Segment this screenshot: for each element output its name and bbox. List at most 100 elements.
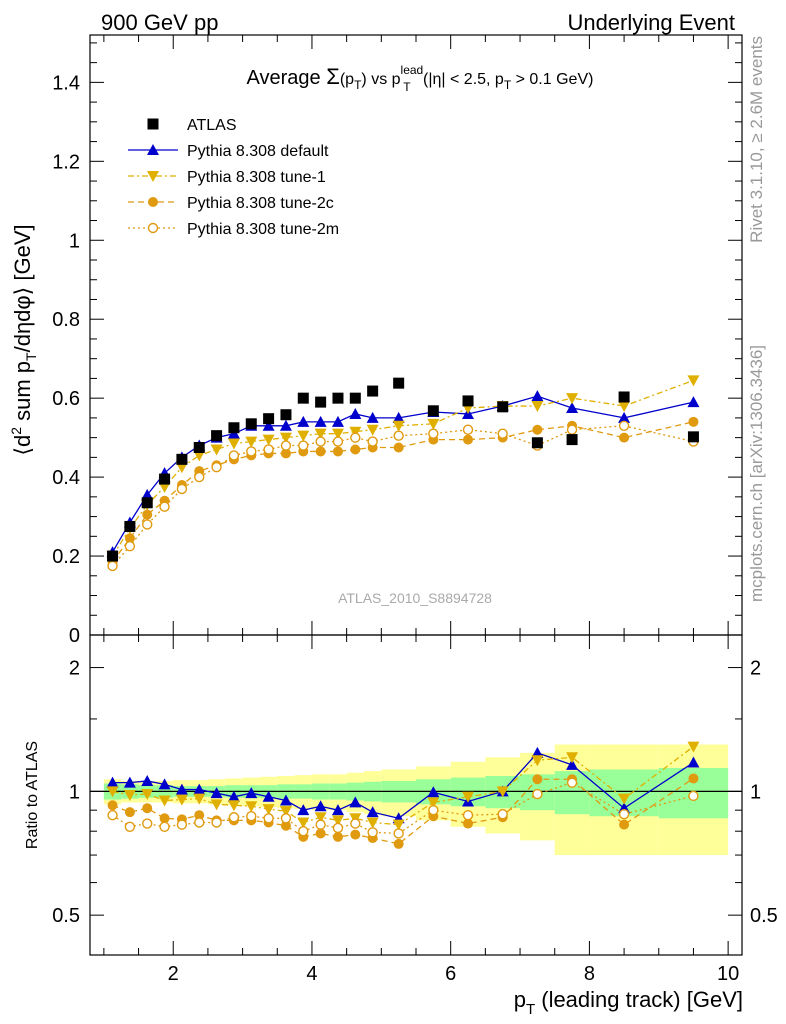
title-sigma: Σ xyxy=(326,64,340,89)
data-point xyxy=(297,392,309,404)
data-point xyxy=(531,437,543,449)
ratio-point xyxy=(566,752,579,764)
ylabel-sup: 2 xyxy=(8,427,24,435)
data-point xyxy=(366,424,379,436)
data-point xyxy=(462,395,474,407)
data-point xyxy=(193,442,205,453)
title-paren-sub: T xyxy=(354,78,362,92)
ratio-point xyxy=(315,828,326,839)
main-series xyxy=(106,375,700,572)
ratio-series-pythia-8-308-tune-2m xyxy=(107,777,699,839)
legend-label: ATLAS xyxy=(187,117,237,134)
main-ytick-label: 0.6 xyxy=(52,388,80,410)
data-point xyxy=(566,393,579,405)
ratio-point xyxy=(246,811,257,822)
data-point xyxy=(427,405,439,417)
data-point xyxy=(366,411,379,423)
data-point xyxy=(531,401,544,413)
data-point xyxy=(228,450,240,461)
data-point xyxy=(497,401,509,413)
data-point xyxy=(618,411,631,423)
data-point xyxy=(141,497,153,509)
data-point xyxy=(297,415,310,427)
data-point xyxy=(262,419,275,431)
ratio-point xyxy=(123,789,136,801)
data-point xyxy=(280,409,292,421)
ratio-point xyxy=(428,804,439,816)
ratio-point xyxy=(107,800,118,811)
data-point xyxy=(159,473,171,485)
data-point xyxy=(393,430,404,441)
data-point xyxy=(331,415,344,427)
data-point xyxy=(210,444,223,456)
data-point xyxy=(142,519,153,530)
ylabel-part-c: /dηdφ⟩ [GeV] xyxy=(10,224,35,352)
ratio-ytick-labels: 0.5 0.5 1 1 2 2 xyxy=(52,658,778,928)
ratio-point xyxy=(193,793,206,805)
main-ytick-label: 1.2 xyxy=(52,151,80,173)
ratio-point xyxy=(245,801,258,813)
data-point xyxy=(350,444,361,455)
data-point xyxy=(332,446,343,457)
legend-marker xyxy=(147,144,159,155)
ratio-point xyxy=(176,819,188,830)
ratio-point xyxy=(392,819,405,831)
ratio-point xyxy=(141,774,154,786)
data-point xyxy=(142,509,153,520)
xtick-label: 2 xyxy=(168,963,179,985)
data-point xyxy=(349,392,361,404)
ratio-point xyxy=(531,755,544,767)
data-point xyxy=(227,438,240,450)
ratio-point xyxy=(263,813,274,824)
legend-label: Pythia 8.308 tune-2c xyxy=(187,195,334,212)
data-point xyxy=(619,432,630,443)
ratio-point xyxy=(315,819,326,830)
ratio-point xyxy=(367,827,378,838)
data-point xyxy=(687,431,699,443)
data-point xyxy=(176,483,188,495)
ratio-point xyxy=(566,777,578,788)
main-ytick-labels: 0 0.2 0.4 0.6 0.8 1 1.2 1.4 xyxy=(52,72,80,647)
ratio-point xyxy=(566,758,579,770)
ratio-point xyxy=(688,790,699,802)
data-point xyxy=(176,453,188,465)
data-point xyxy=(228,422,240,434)
data-point xyxy=(315,436,326,447)
ratio-point xyxy=(497,808,508,820)
ylabel-sub: T xyxy=(23,352,39,361)
ratio-point xyxy=(532,788,543,800)
data-point xyxy=(263,444,274,455)
series-pythia-8-308-tune-2c xyxy=(107,416,699,567)
data-point xyxy=(124,540,136,552)
mcplots-label: mcplots.cern.ch [arXiv:1306.3436] xyxy=(747,345,766,602)
xlabel-sub: T xyxy=(526,1001,535,1018)
ratio-point xyxy=(350,818,361,829)
ratio-point xyxy=(159,813,170,824)
main-panel: 00.20.40.60.811.21.4 ⟨d2 sum pT/dηdφ⟩ [G… xyxy=(8,34,743,647)
xtick-label: 4 xyxy=(306,963,317,985)
series-pythia-8-308-tune-1 xyxy=(106,375,700,563)
main-ylabel: ⟨d2 sum pT/dηdφ⟩ [GeV] xyxy=(8,224,39,455)
data-point xyxy=(245,436,258,448)
data-point xyxy=(531,390,544,402)
data-point xyxy=(107,550,119,562)
legend-entry: Pythia 8.308 tune-1 xyxy=(128,169,326,186)
title-lead-sup: lead xyxy=(401,63,424,77)
data-point xyxy=(280,440,292,451)
legend-marker xyxy=(147,222,159,234)
data-point xyxy=(566,424,578,435)
ratio-point xyxy=(107,810,118,821)
ratio-point xyxy=(262,790,275,802)
data-point xyxy=(566,402,579,414)
ratio-point xyxy=(393,828,404,839)
ratio-point xyxy=(463,818,474,829)
ratio-point xyxy=(106,776,119,788)
data-point xyxy=(392,411,405,423)
legend-entry: Pythia 8.308 tune-2m xyxy=(128,221,339,238)
ratio-point xyxy=(210,787,223,799)
ratio-point xyxy=(393,838,404,849)
ratio-panel: 0.5 0.5 1 1 2 2 2 4 6 8 10 Ratio to ATLAS pT (lea… xyxy=(24,634,778,1018)
data-point xyxy=(349,407,362,419)
title-cuts-b: > 0.1 GeV) xyxy=(511,71,593,88)
data-point xyxy=(124,533,135,544)
